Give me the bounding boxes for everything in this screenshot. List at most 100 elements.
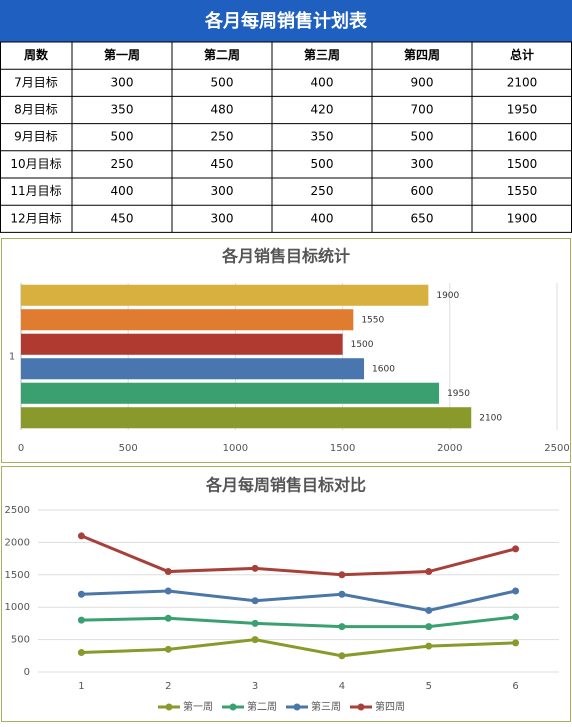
line	[80, 534, 516, 577]
legend-label: 第一周	[183, 700, 213, 713]
cell: 500	[311, 157, 334, 171]
marker	[512, 639, 520, 647]
header-cell: 第三周	[304, 47, 340, 62]
cell: 7月目标	[14, 75, 58, 89]
legend-marker	[229, 703, 237, 711]
marker	[338, 652, 346, 660]
table-title: 各月每周销售计划表	[204, 10, 368, 32]
bar	[21, 407, 472, 429]
legend-label: 第三周	[311, 700, 341, 713]
cell: 300	[111, 75, 134, 89]
line	[81, 589, 516, 612]
marker	[164, 614, 172, 622]
cell: 300	[411, 157, 434, 171]
cell: 8月目标	[14, 103, 58, 117]
bar	[21, 284, 429, 306]
cell: 300	[211, 211, 234, 225]
marker	[512, 613, 520, 621]
x-tick-label: 0	[18, 443, 24, 454]
bar	[21, 309, 354, 331]
cell: 250	[211, 130, 234, 144]
value-label: 2100	[479, 413, 502, 423]
marker	[425, 568, 433, 576]
value-label: 1950	[447, 389, 470, 399]
value-label: 1550	[361, 315, 384, 325]
cell: 11月目标	[10, 184, 61, 198]
y-tick-label: 1	[9, 352, 15, 363]
x-tick-label: 5	[426, 681, 432, 692]
cell: 1600	[507, 130, 538, 144]
marker	[164, 587, 172, 595]
cell: 400	[311, 75, 334, 89]
x-tick-label: 4	[339, 681, 345, 692]
y-tick-label: 0	[24, 667, 30, 678]
header-cell: 第四周	[404, 47, 440, 62]
bar	[21, 382, 440, 404]
marker	[251, 597, 259, 605]
cell: 900	[411, 75, 434, 89]
legend-marker	[165, 703, 173, 711]
bar	[21, 333, 343, 355]
marker	[338, 590, 346, 598]
legend-label: 第四周	[375, 700, 405, 713]
marker	[77, 616, 85, 624]
legend-marker	[357, 703, 365, 711]
cell: 650	[411, 211, 434, 225]
header-cell: 总计	[510, 47, 534, 62]
value-label: 1500	[351, 340, 374, 350]
x-tick-label: 6	[512, 681, 518, 692]
marker	[425, 606, 433, 614]
value-label: 1600	[372, 364, 395, 374]
cell: 400	[111, 184, 134, 198]
line	[81, 638, 516, 658]
cell: 9月目标	[14, 130, 58, 144]
marker	[251, 619, 259, 627]
y-tick-label: 500	[11, 635, 30, 646]
marker	[338, 623, 346, 631]
cell: 400	[311, 211, 334, 225]
chart-title: 各月销售目标统计	[221, 247, 350, 266]
marker	[164, 568, 172, 576]
cell: 350	[111, 103, 134, 117]
cell: 12月目标	[10, 211, 61, 225]
cell: 1550	[507, 184, 538, 198]
cell: 350	[311, 130, 334, 144]
cell: 700	[411, 103, 434, 117]
cell: 480	[211, 103, 234, 117]
cell: 1900	[507, 211, 538, 225]
marker	[425, 623, 433, 631]
x-tick-label: 500	[119, 443, 138, 454]
cell: 10月目标	[10, 157, 61, 171]
bar	[21, 358, 365, 380]
header-cell: 第一周	[104, 47, 140, 62]
marker	[338, 571, 346, 579]
y-tick-label: 1500	[5, 570, 30, 581]
cell: 600	[411, 184, 434, 198]
cell: 2100	[507, 75, 538, 89]
marker	[77, 590, 85, 598]
marker	[425, 642, 433, 650]
x-tick-label: 1	[78, 681, 84, 692]
x-tick-label: 2	[165, 681, 171, 692]
x-tick-label: 3	[252, 681, 258, 692]
cell: 500	[211, 75, 234, 89]
x-tick-label: 1000	[223, 443, 248, 454]
marker	[512, 587, 520, 595]
cell: 1950	[507, 103, 538, 117]
cell: 500	[111, 130, 134, 144]
cell: 250	[111, 157, 134, 171]
cell: 420	[311, 103, 334, 117]
marker	[77, 649, 85, 657]
marker	[77, 532, 85, 540]
marker	[251, 636, 259, 644]
chart-title: 各月每周销售目标对比	[205, 476, 366, 495]
marker	[512, 545, 520, 553]
legend-label: 第二周	[247, 700, 277, 713]
cell: 1500	[507, 157, 538, 171]
cell: 250	[311, 184, 334, 198]
x-tick-label: 2000	[437, 443, 462, 454]
x-tick-label: 1500	[330, 443, 355, 454]
marker	[251, 564, 259, 572]
cell: 500	[411, 130, 434, 144]
